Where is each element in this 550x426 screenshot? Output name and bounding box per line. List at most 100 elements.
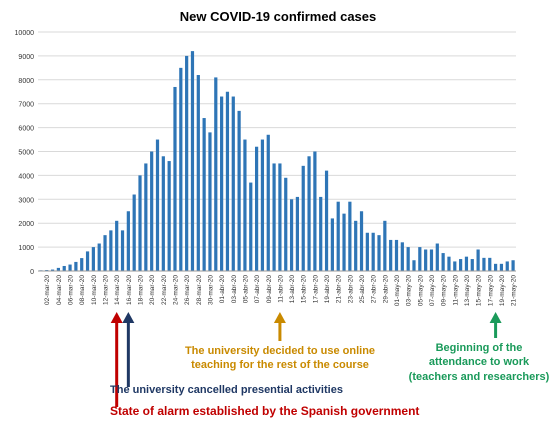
- bar: [301, 165, 305, 271]
- chart-title: New COVID-19 confirmed cases: [180, 9, 377, 24]
- bar: [144, 163, 148, 271]
- bar: [459, 259, 463, 271]
- y-tick-label: 8000: [18, 78, 34, 85]
- bar: [406, 247, 410, 271]
- bar: [161, 156, 165, 271]
- bar: [208, 132, 212, 271]
- x-tick-label: 22-mar-20: [161, 275, 168, 305]
- bar: [62, 265, 66, 271]
- bar: [80, 258, 84, 271]
- bar: [336, 201, 340, 271]
- x-tick-label: 06-mar-20: [68, 275, 75, 305]
- bar: [278, 163, 282, 271]
- bar: [505, 261, 509, 271]
- bar: [470, 259, 474, 271]
- bar: [499, 263, 504, 271]
- y-axis: 0 1000 2000 3000 4000 5000 6000 7000 8000 9000 100…: [15, 30, 35, 276]
- bar: [190, 51, 195, 272]
- bar: [313, 151, 317, 271]
- y-tick-label: 4000: [18, 173, 34, 180]
- y-tick-label: 6000: [18, 126, 34, 133]
- bar: [365, 232, 369, 271]
- bar: [342, 213, 346, 271]
- bar: [249, 182, 253, 271]
- bar: [260, 139, 265, 271]
- x-tick-label: 01-may-20: [394, 275, 401, 306]
- bar: [354, 220, 358, 271]
- bar: [383, 220, 387, 271]
- cancelled-arrow-head: [122, 312, 135, 323]
- x-tick-label: 20-mar-20: [149, 275, 156, 305]
- bar: [424, 249, 428, 271]
- bar: [435, 243, 439, 271]
- work-arrow-head: [489, 312, 502, 323]
- y-tick-label: 0: [30, 269, 34, 276]
- y-tick-label: 1000: [18, 245, 34, 252]
- bar: [447, 256, 451, 271]
- annotation-online-line1: The university decided to use online: [184, 345, 376, 357]
- bar: [377, 235, 381, 271]
- y-tick-label: 3000: [18, 197, 34, 204]
- x-tick-label: 09-may-20: [441, 275, 448, 306]
- x-tick-label: 21-abr-20: [336, 275, 343, 304]
- bar: [231, 96, 235, 271]
- bar: [289, 199, 294, 271]
- bar: [272, 163, 276, 271]
- bar: [115, 220, 119, 271]
- bar: [91, 247, 95, 271]
- bar: [243, 139, 247, 271]
- y-tick-label: 7000: [18, 102, 34, 109]
- y-tick-label: 9000: [18, 54, 34, 61]
- bar: [109, 230, 113, 271]
- bar: [488, 257, 492, 271]
- bar: [394, 239, 399, 271]
- x-tick-label: 04-mar-20: [56, 275, 63, 305]
- bar: [359, 211, 364, 271]
- x-tick-label: 30-mar-20: [207, 275, 214, 305]
- bar: [284, 177, 288, 271]
- x-tick-label: 17-may-20: [487, 275, 494, 306]
- x-tick-label: 19-abr-20: [324, 275, 331, 304]
- bar: [441, 253, 445, 271]
- x-tick-label: 17-abr-20: [312, 275, 319, 304]
- bar: [295, 196, 300, 271]
- x-tick-label: 07-abr-20: [254, 275, 261, 304]
- bar: [126, 211, 130, 271]
- bar: [254, 146, 259, 271]
- bar: [371, 232, 375, 271]
- bar: [103, 235, 107, 271]
- bar: [307, 156, 311, 271]
- x-tick-label: 11-abr-20: [277, 275, 284, 303]
- bar: [50, 269, 55, 271]
- x-tick-label: 16-mar-20: [126, 275, 133, 305]
- bar: [453, 261, 457, 271]
- bar: [74, 261, 78, 271]
- y-tick-label: 5000: [18, 150, 34, 157]
- y-tick-label: 10000: [15, 30, 35, 37]
- x-tick-label: 15-abr-20: [301, 275, 308, 304]
- annotation-cancelled: The university cancelled presential acti…: [110, 384, 343, 396]
- bar: [324, 170, 329, 271]
- bar: [150, 151, 154, 271]
- bar: [85, 251, 90, 271]
- x-tick-label: 13-abr-20: [289, 275, 296, 304]
- bar: [132, 194, 136, 271]
- bar: [220, 96, 224, 271]
- x-tick-label: 08-mar-20: [79, 275, 86, 305]
- bar: [412, 260, 416, 271]
- bar: [202, 118, 206, 271]
- x-tick-label: 29-abr-20: [382, 275, 389, 304]
- annotation-work-line1: Beginning of the: [435, 342, 523, 354]
- bar: [138, 175, 142, 271]
- bar: [493, 263, 498, 271]
- bar: [348, 201, 352, 271]
- bar: [429, 249, 434, 271]
- x-tick-label: 13-may-20: [464, 275, 471, 306]
- annotation-work-line2: attendance to work: [428, 356, 530, 369]
- x-tick-label: 11-may-20: [452, 275, 459, 306]
- state-alarm-arrow-head: [110, 312, 123, 323]
- x-tick-label: 15-may-20: [476, 275, 483, 306]
- x-tick-label: 18-mar-20: [138, 275, 145, 305]
- annotation-online-line2: teaching for the rest of the course: [191, 359, 369, 372]
- bar: [237, 110, 241, 272]
